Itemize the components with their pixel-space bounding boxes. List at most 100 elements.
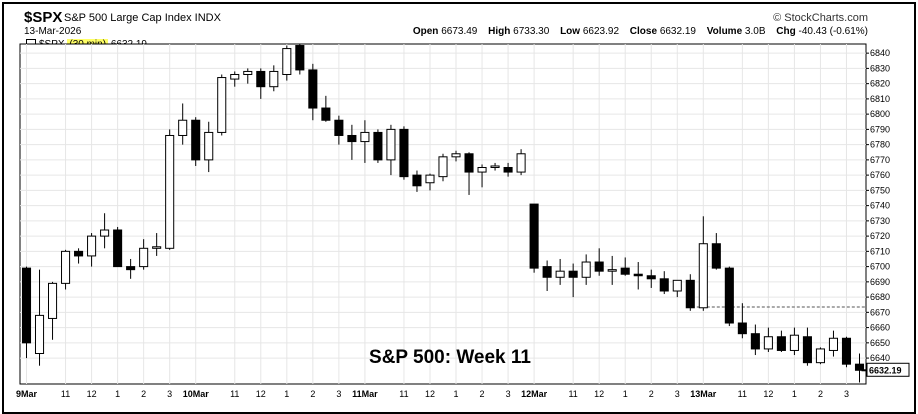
candle-body xyxy=(594,261,604,272)
candle-body xyxy=(74,250,84,257)
candle-body xyxy=(477,166,487,173)
candle-body xyxy=(438,156,448,178)
y-tick-label: 6820 xyxy=(870,79,890,89)
candle-body xyxy=(61,250,71,284)
x-tick-label: 2 xyxy=(310,389,315,399)
candle-body xyxy=(295,45,305,71)
candle-body xyxy=(620,267,630,275)
candle-body xyxy=(789,334,799,351)
x-tick-label: 1 xyxy=(115,389,120,399)
candle-body xyxy=(763,336,773,350)
ticker-symbol: $SPX xyxy=(24,9,63,26)
candle-body xyxy=(568,270,578,278)
y-tick-label: 6770 xyxy=(870,155,890,165)
candle-body xyxy=(672,279,682,292)
candle-body xyxy=(711,243,721,269)
y-tick-label: 6650 xyxy=(870,338,890,348)
chart-annotation: S&P 500: Week 11 xyxy=(369,347,531,368)
x-tick-label: 11 xyxy=(230,389,239,399)
candle-body xyxy=(854,363,865,371)
y-tick-label: 6740 xyxy=(870,201,890,211)
y-tick-label: 6680 xyxy=(870,292,890,302)
x-tick-label: 12 xyxy=(256,389,266,399)
y-tick-label: 6840 xyxy=(870,48,890,58)
candle-body xyxy=(256,70,266,88)
candle-body xyxy=(100,229,110,237)
high-value: 6733.30 xyxy=(513,26,550,37)
candle-body xyxy=(464,153,474,173)
y-tick-label: 6830 xyxy=(870,63,890,73)
close-value: 6632.19 xyxy=(659,26,696,37)
x-tick-label: 3 xyxy=(844,389,849,399)
candle-body xyxy=(113,229,123,268)
low-label: Low xyxy=(560,26,581,37)
candle-body xyxy=(347,134,357,143)
x-tick-label: 9Mar xyxy=(16,389,38,399)
x-tick-label: 2 xyxy=(480,389,485,399)
candle-body xyxy=(646,275,656,280)
y-tick-label: 6700 xyxy=(870,262,890,272)
index-name: S&P 500 Large Cap Index INDX xyxy=(64,12,221,24)
x-tick-label: 12 xyxy=(763,389,773,399)
candle-body xyxy=(685,279,695,309)
chart-date: 13-Mar-2026 xyxy=(24,26,82,37)
y-tick-label: 6790 xyxy=(870,124,890,134)
x-tick-label: 11 xyxy=(399,389,408,399)
candle-body xyxy=(802,336,812,364)
candle-body xyxy=(21,267,32,344)
y-tick-label: 6750 xyxy=(870,185,890,195)
candle-body xyxy=(828,337,838,351)
x-tick-label: 2 xyxy=(141,389,146,399)
candle-body xyxy=(841,337,852,365)
x-tick-label: 2 xyxy=(818,389,823,399)
brand-watermark: © StockCharts.com xyxy=(773,12,868,24)
y-tick-label: 6660 xyxy=(870,323,890,333)
candle-body xyxy=(659,278,669,292)
y-tick-label: 6690 xyxy=(870,277,890,287)
x-tick-label: 12 xyxy=(87,389,97,399)
open-value: 6673.49 xyxy=(441,26,478,37)
candle-body xyxy=(139,247,149,268)
y-tick-label: 6760 xyxy=(870,170,890,180)
ohlc-summary: Open 6673.49 High 6733.30 Low 6623.92 Cl… xyxy=(413,26,868,37)
candle-body xyxy=(516,153,526,173)
x-tick-label: 10Mar xyxy=(183,389,210,399)
candle-body xyxy=(321,107,331,121)
chg-value: -40.43 (-0.61%) xyxy=(798,26,868,37)
x-tick-label: 1 xyxy=(623,389,628,399)
candle-body xyxy=(204,131,214,161)
y-tick-label: 6670 xyxy=(870,307,890,317)
candle-body xyxy=(750,333,760,350)
candle-body xyxy=(87,235,97,257)
x-tick-label: 11 xyxy=(61,389,70,399)
candle-body xyxy=(48,282,58,319)
close-label: Close xyxy=(629,26,658,37)
y-tick-label: 6640 xyxy=(870,353,890,363)
x-tick-label: 12 xyxy=(594,389,604,399)
candle-body xyxy=(178,119,188,136)
x-tick-label: 11Mar xyxy=(352,389,378,399)
x-tick-label: 13Mar xyxy=(690,389,717,399)
candle-body xyxy=(373,131,383,161)
candle-body xyxy=(490,165,500,168)
y-tick-label: 6780 xyxy=(870,140,890,150)
last-close-label: 6632.19 xyxy=(869,365,902,375)
candle-body xyxy=(503,166,513,173)
x-tick-label: 1 xyxy=(792,389,797,399)
candle-body xyxy=(451,153,461,158)
x-tick-label: 2 xyxy=(649,389,654,399)
x-tick-label: 3 xyxy=(506,389,511,399)
candle-body xyxy=(243,70,253,75)
candle-body xyxy=(425,174,435,184)
candle-body xyxy=(724,267,734,324)
candle-body xyxy=(633,273,643,277)
candle-body xyxy=(34,314,45,355)
high-label: High xyxy=(488,26,511,37)
x-tick-label: 1 xyxy=(454,389,459,399)
y-tick-label: 6720 xyxy=(870,231,890,241)
candle-body xyxy=(386,128,396,161)
x-tick-label: 12 xyxy=(425,389,435,399)
candle-body xyxy=(217,77,227,133)
low-value: 6623.92 xyxy=(582,26,620,37)
